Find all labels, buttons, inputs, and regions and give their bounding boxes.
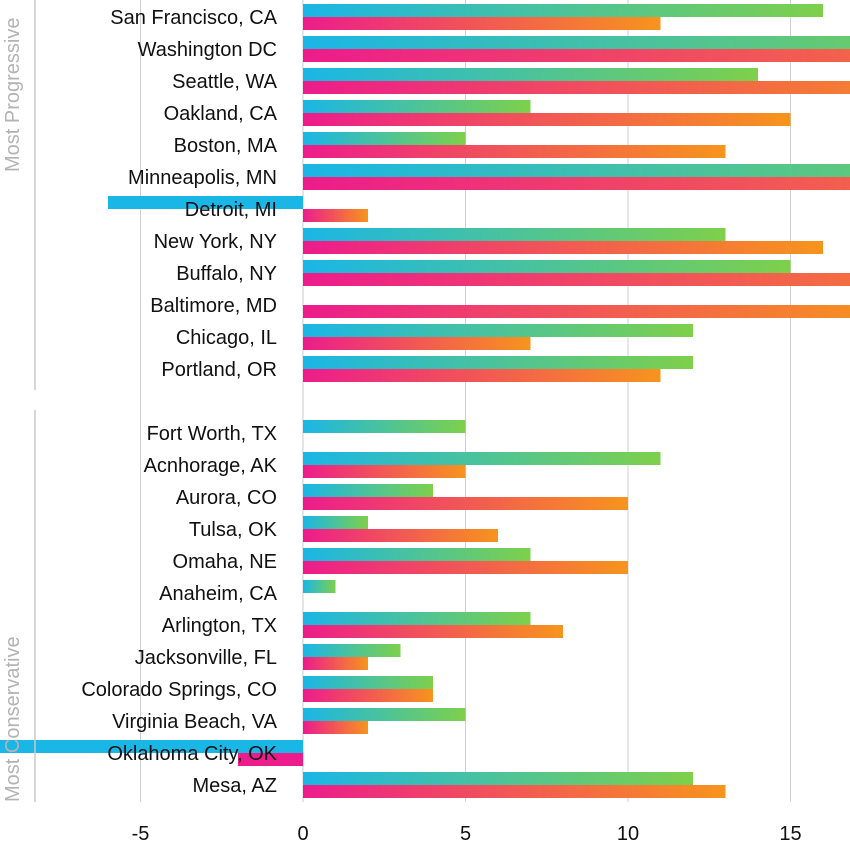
category-label: Jacksonville, FL (135, 647, 277, 669)
bar-series-1 (108, 196, 303, 209)
bar-series-1 (303, 612, 531, 625)
bar-series-2 (238, 753, 303, 766)
category-label: Portland, OR (161, 359, 277, 381)
bars (0, 4, 850, 798)
category-label: Colorado Springs, CO (81, 679, 277, 701)
bar-series-2 (303, 49, 850, 62)
bar-series-1 (303, 420, 466, 433)
bar-series-2 (303, 497, 628, 510)
bar-series-2 (303, 305, 850, 318)
bar-series-1 (303, 516, 368, 529)
bar-series-1 (303, 36, 850, 49)
category-label: Arlington, TX (162, 615, 277, 637)
bar-series-1 (0, 740, 303, 753)
x-tick-label: 15 (779, 823, 801, 845)
category-label: Chicago, IL (176, 327, 277, 349)
category-label: Anaheim, CA (159, 583, 277, 605)
x-tick-label: 5 (460, 823, 471, 845)
category-label: Boston, MA (174, 135, 278, 157)
bar-series-2 (303, 209, 368, 222)
bar-series-1 (303, 452, 661, 465)
bar-series-2 (303, 177, 850, 190)
category-label: Buffalo, NY (176, 263, 277, 285)
bar-series-2 (303, 17, 661, 30)
category-label: Detroit, MI (185, 199, 277, 221)
x-axis-tick-labels: -10-5051015202530 (132, 823, 802, 845)
category-label: Minneapolis, MN (128, 167, 277, 189)
bar-series-2 (303, 561, 628, 574)
category-label: Oakland, CA (164, 103, 278, 125)
bar-series-1 (303, 100, 531, 113)
category-label: Acnhorage, AK (144, 455, 278, 477)
bar-series-2 (303, 113, 791, 126)
group-brackets: Most Progressive Most Conservative (2, 0, 36, 802)
category-label: Seattle, WA (172, 71, 278, 93)
bar-series-1 (303, 132, 466, 145)
bar-series-1 (303, 356, 693, 369)
category-label: Tulsa, OK (189, 519, 278, 541)
group-label-progressive: Most Progressive (2, 18, 24, 173)
bar-series-2 (303, 721, 368, 734)
category-label: San Francisco, CA (110, 7, 277, 29)
category-label: Baltimore, MD (150, 295, 277, 317)
bar-series-1 (303, 772, 693, 785)
bar-series-2 (303, 465, 466, 478)
category-label: Washington DC (138, 39, 277, 61)
bar-series-2 (303, 785, 726, 798)
category-label: Oklahoma City, OK (107, 743, 277, 765)
bar-series-2 (303, 145, 726, 158)
category-label: New York, NY (154, 231, 277, 253)
bar-series-1 (303, 484, 433, 497)
bar-series-2 (303, 337, 531, 350)
bar-series-1 (303, 324, 693, 337)
x-tick-label: 10 (617, 823, 639, 845)
bar-series-1 (303, 580, 336, 593)
bar-series-1 (303, 4, 823, 17)
bar-series-1 (303, 68, 758, 81)
bar-series-1 (303, 644, 401, 657)
category-label: Omaha, NE (173, 551, 277, 573)
bar-series-1 (303, 708, 466, 721)
bar-series-1 (303, 676, 433, 689)
category-label: Mesa, AZ (193, 775, 277, 797)
category-label: Fort Worth, TX (147, 423, 277, 445)
bar-series-1 (303, 164, 850, 177)
bar-series-1 (303, 228, 726, 241)
bar-series-2 (303, 625, 563, 638)
bar-series-1 (303, 260, 791, 273)
bar-series-2 (303, 689, 433, 702)
bar-series-2 (303, 369, 661, 382)
x-tick-label: 0 (297, 823, 308, 845)
bar-series-2 (303, 273, 850, 286)
category-labels: San Francisco, CA Washington DC Seattle, W… (81, 7, 277, 797)
bar-series-1 (303, 548, 531, 561)
bar-series-2 (303, 657, 368, 670)
bar-series-2 (303, 529, 498, 542)
group-label-conservative: Most Conservative (2, 636, 24, 802)
category-label: Aurora, CO (176, 487, 277, 509)
category-label: Virginia Beach, VA (112, 711, 278, 733)
x-tick-label: -5 (132, 823, 150, 845)
bar-series-2 (303, 81, 850, 94)
bar-series-2 (303, 241, 823, 254)
